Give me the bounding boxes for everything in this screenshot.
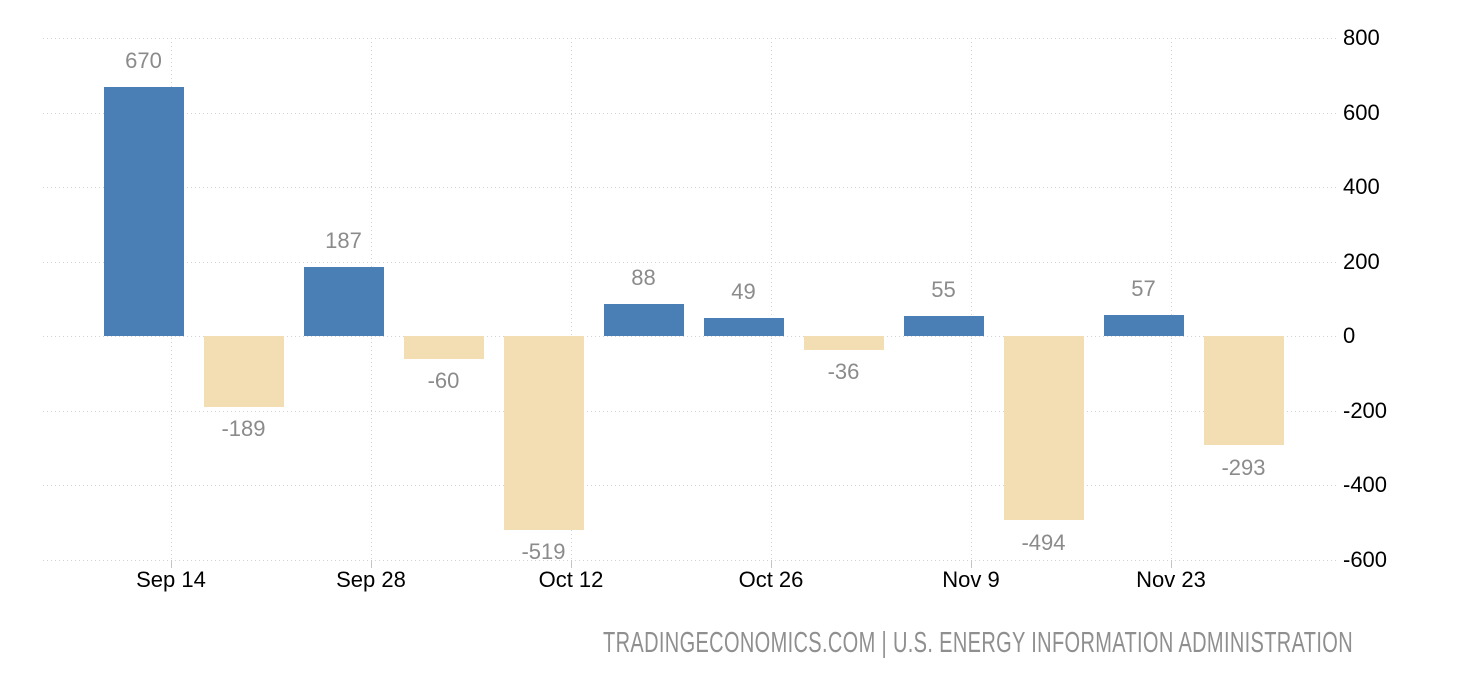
- x-axis-tick-label: Oct 26: [738, 567, 804, 592]
- bar: [503, 336, 584, 530]
- y-axis-tick-label: -200: [1343, 397, 1388, 423]
- bar-value-label: -36: [827, 358, 860, 384]
- y-axis-tick-label: -400: [1343, 472, 1388, 498]
- bar-value-label: 55: [931, 276, 956, 302]
- grid-line-vertical: [771, 38, 772, 560]
- y-axis-tick-label: 0: [1343, 323, 1356, 349]
- bar-value-label: 49: [731, 279, 756, 304]
- grid-line-horizontal: [43, 112, 1337, 114]
- bar-value-label: 187: [325, 227, 362, 253]
- bar-value-label: 57: [1131, 276, 1156, 301]
- bar: [103, 86, 184, 337]
- bar-value-label: -293: [1221, 454, 1266, 480]
- grid-line-horizontal: [43, 560, 1337, 561]
- bar: [403, 336, 484, 359]
- bar: [303, 266, 384, 337]
- bar-value-label: 670: [125, 47, 162, 73]
- bar: [1103, 315, 1184, 337]
- x-axis-tick-label: Sep 14: [136, 567, 206, 592]
- grid-line-horizontal: [43, 187, 1337, 189]
- grid-line-horizontal: [43, 336, 1337, 338]
- x-axis-tick-label: Sep 28: [336, 567, 406, 592]
- bar: [703, 318, 784, 337]
- grid-line-vertical: [571, 38, 572, 560]
- bar-value-label: -189: [221, 415, 266, 441]
- bar-value-label: -60: [427, 367, 460, 393]
- y-axis-tick-label: 400: [1343, 174, 1380, 200]
- source-credit: TRADINGECONOMICS.COM | U.S. ENERGY INFOR…: [603, 627, 1353, 659]
- y-axis-tick-label: -600: [1343, 547, 1388, 572]
- bar: [603, 303, 684, 337]
- bar: [903, 315, 984, 337]
- x-axis-tick: [1171, 560, 1172, 568]
- bar: [1203, 336, 1284, 446]
- y-axis-tick-label: 600: [1343, 99, 1380, 125]
- x-axis-tick: [571, 560, 572, 568]
- bar: [203, 336, 284, 407]
- grid-line-horizontal: [43, 410, 1337, 412]
- grid-line-horizontal: [43, 261, 1337, 263]
- bar: [1003, 336, 1084, 521]
- x-axis-tick: [371, 560, 372, 568]
- bar-value-label: 88: [631, 264, 656, 290]
- y-axis-tick-label: 800: [1343, 25, 1380, 50]
- x-axis-tick-label: Nov 23: [1136, 567, 1206, 592]
- bar-value-label: -494: [1021, 529, 1066, 555]
- bar-value-label: -519: [521, 538, 566, 564]
- grid-line-vertical: [1171, 38, 1172, 560]
- grid-line-vertical: [971, 38, 972, 560]
- x-axis-tick: [771, 560, 772, 568]
- x-axis-tick-label: Nov 9: [942, 567, 1000, 592]
- grid-line-horizontal: [43, 38, 1337, 39]
- grid-line-horizontal: [43, 485, 1337, 487]
- x-axis-tick-label: Oct 12: [538, 567, 604, 592]
- bar: [803, 336, 884, 350]
- x-axis-tick: [171, 560, 172, 568]
- y-axis-tick-label: 200: [1343, 248, 1380, 274]
- x-axis-tick: [971, 560, 972, 568]
